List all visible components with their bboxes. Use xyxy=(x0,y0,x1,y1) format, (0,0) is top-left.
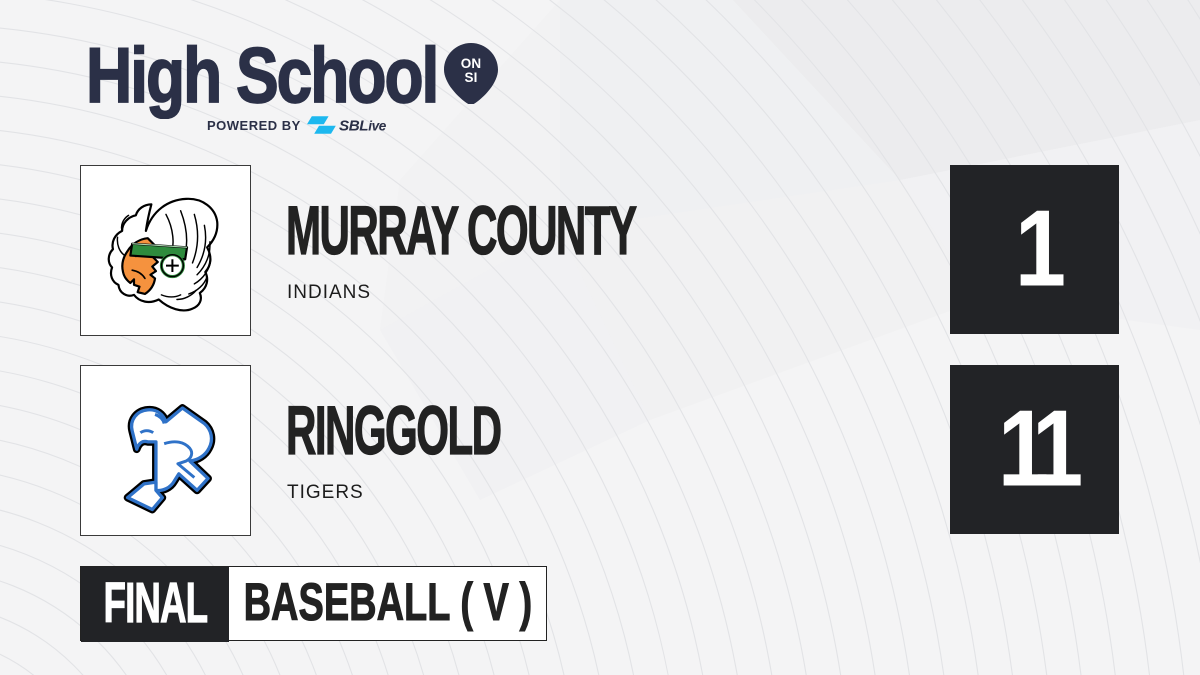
svg-text:ON: ON xyxy=(461,56,481,71)
svg-text:SBLive: SBLive xyxy=(339,118,387,135)
svg-text:SI: SI xyxy=(465,70,478,85)
